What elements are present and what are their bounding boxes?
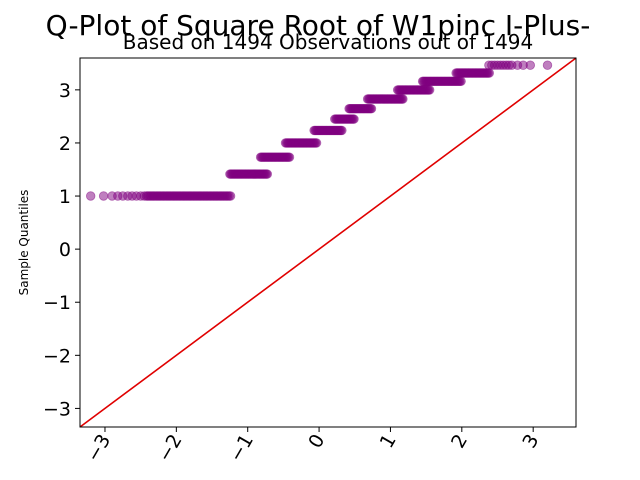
- y-axis: −3 −2 −1 0 1 2 3: [43, 80, 80, 420]
- y-tick-label: −1: [43, 292, 71, 314]
- y-tick-label: 1: [59, 186, 71, 208]
- data-point: [337, 125, 347, 136]
- data-point: [366, 103, 377, 114]
- data-point: [311, 138, 322, 148]
- data-point: [349, 114, 359, 124]
- data-point: [425, 85, 435, 95]
- y-tick-label: −2: [43, 345, 71, 367]
- x-tick-label: 0: [304, 431, 329, 452]
- y-tick-label: 0: [59, 239, 71, 261]
- reference-line: [79, 57, 577, 428]
- data-point: [85, 191, 96, 201]
- data-point: [284, 152, 295, 162]
- data-point: [98, 191, 109, 201]
- x-tick-label: −1: [225, 431, 258, 466]
- data-point: [398, 94, 408, 104]
- y-tick-label: 2: [59, 133, 71, 155]
- x-tick-label: 3: [518, 431, 543, 452]
- x-tick-label: 2: [447, 431, 472, 452]
- y-axis-label: Sample Quantiles: [17, 190, 31, 296]
- x-tick-label: −3: [82, 431, 115, 466]
- data-point: [456, 76, 466, 87]
- x-tick-label: 1: [376, 431, 401, 452]
- data-point: [484, 68, 495, 78]
- data-point: [262, 169, 273, 179]
- reference-line-layer: [79, 57, 577, 428]
- data-point: [542, 60, 553, 70]
- points-layer: [85, 60, 553, 201]
- data-point: [225, 191, 236, 201]
- chart-title: Q-Plot of Square Root of W1pinc I-Plus-: [46, 9, 591, 42]
- x-tick-label: −2: [154, 431, 187, 466]
- chart-subtitle: Based on 1494 Observations out of 1494: [123, 30, 534, 54]
- x-axis: −3 −2 −1 0 1 2 3: [82, 427, 544, 466]
- y-tick-label: 3: [59, 80, 71, 102]
- data-point: [525, 60, 536, 70]
- y-tick-label: −3: [43, 398, 71, 420]
- plot-frame: [79, 57, 577, 428]
